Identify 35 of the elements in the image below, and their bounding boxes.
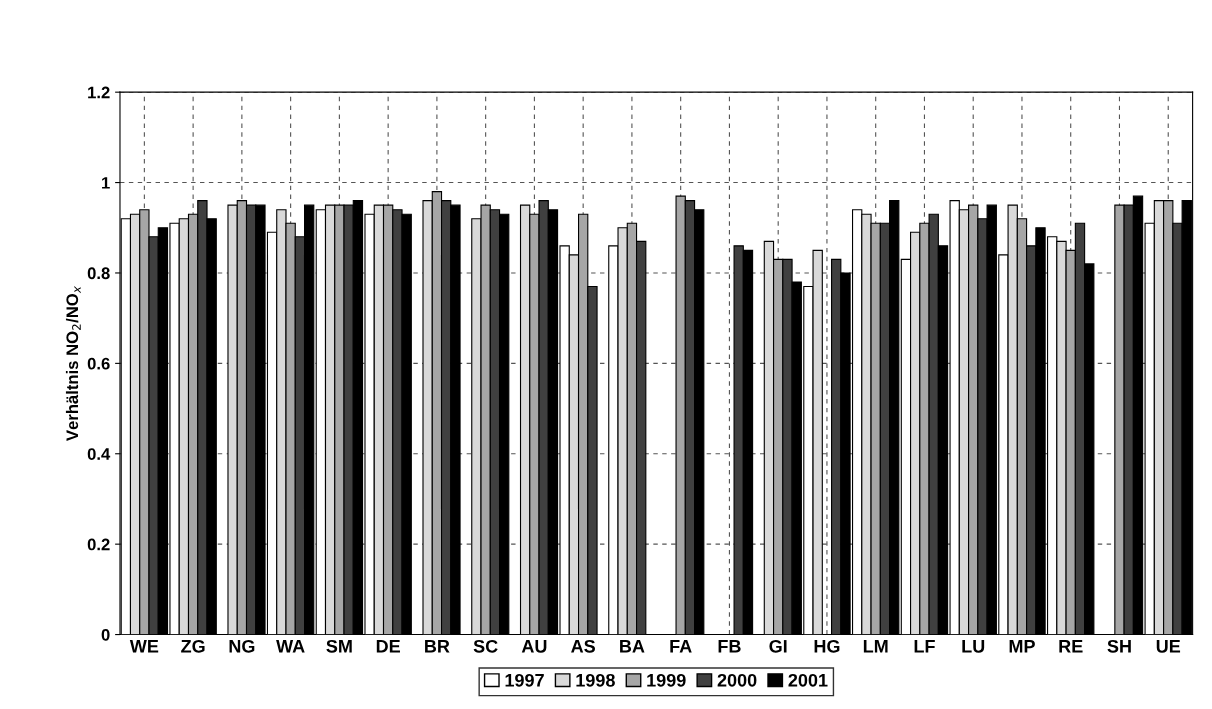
x-tick-label: AS [571, 639, 595, 653]
x-tick-label: GI [769, 639, 787, 653]
y-axis-title: Verhältnis NO$_{2}$/NO$_{x}$ [65, 286, 81, 441]
y-tick-label: 0 [101, 628, 110, 641]
x-tick-label: HG [814, 639, 840, 653]
legend-label: 2000 [717, 673, 757, 687]
x-tick-label: FA [670, 640, 692, 653]
legend-label: 2001 [788, 673, 828, 687]
y-tick-label: 0.2 [87, 538, 110, 551]
x-tick-label: SC [473, 639, 498, 653]
x-tick-label: BR [425, 640, 450, 653]
x-tick-label: SM [326, 639, 352, 653]
x-tick-label: BA [620, 640, 645, 653]
x-tick-label: UE [1156, 640, 1181, 653]
x-tick-label: WA [276, 640, 305, 653]
y-tick-label: 0.4 [87, 448, 111, 460]
y-tick-label: 0.8 [87, 267, 110, 280]
x-tick-label: LF [914, 640, 935, 653]
legend-label: 1997 [505, 673, 544, 687]
x-tick-label: ZG [181, 639, 205, 653]
x-tick-label: LU [962, 640, 985, 653]
x-tick-label: LM [863, 640, 888, 653]
y-tick-label: 1.2 [88, 86, 110, 99]
x-tick-label: WE [129, 640, 159, 653]
x-tick-label: MP [1009, 640, 1035, 653]
y-tick-label: 0.6 [87, 357, 110, 370]
x-tick-label: FB [718, 640, 741, 653]
x-tick-label: DE [376, 640, 400, 653]
x-tick-label: AU [521, 640, 547, 653]
x-tick-label: NG [229, 639, 255, 653]
y-tick-label: 1 [102, 177, 110, 189]
x-tick-label: SH [1107, 639, 1131, 653]
x-tick-label: RE [1059, 640, 1083, 653]
legend-label: 1998 [576, 673, 615, 687]
legend-label: 1999 [647, 673, 686, 687]
